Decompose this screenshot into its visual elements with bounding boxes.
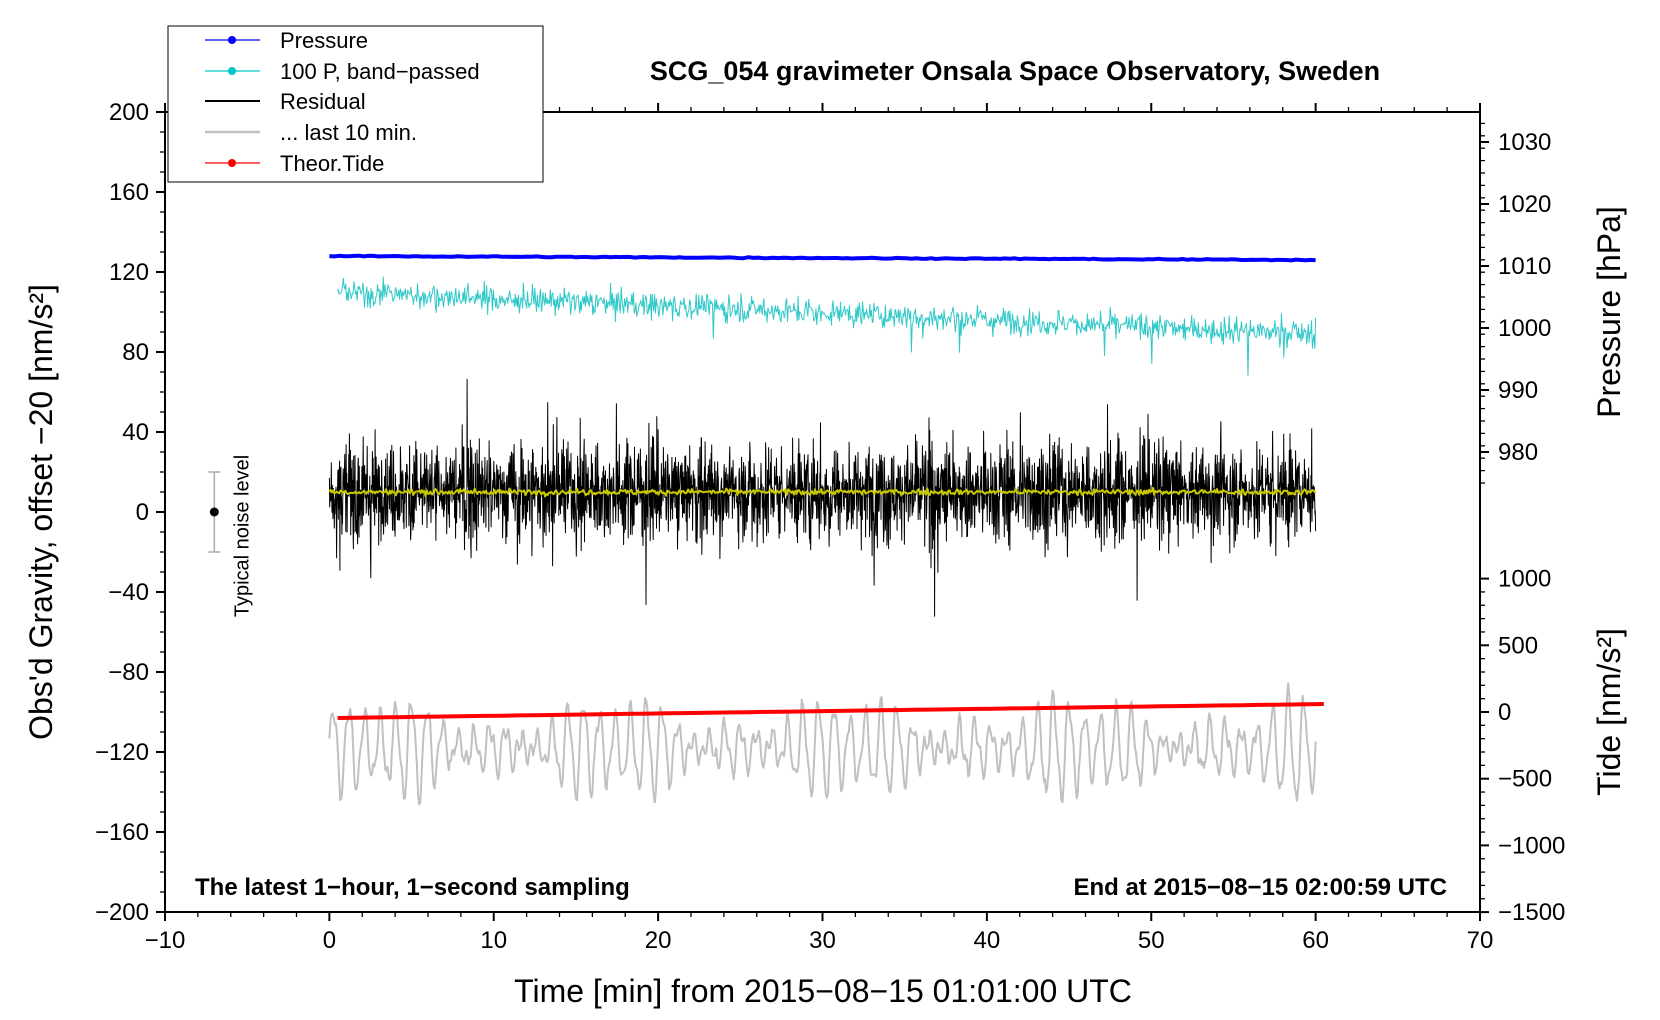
y-tick-label: −160	[95, 819, 149, 846]
pressure-tick-label: 980	[1498, 439, 1538, 466]
y-axis-tide: 1000 500 0 −500 −1000 −1500	[1480, 566, 1565, 926]
legend-box	[167, 25, 544, 183]
x-tick-label: 70	[1467, 927, 1494, 954]
tide-tick-label: −500	[1498, 766, 1552, 793]
y-tick-label: 160	[109, 179, 149, 206]
legend-item-last-10-min: ... last 10 min.	[205, 120, 417, 145]
series-band-passed	[337, 276, 1317, 376]
y-tick-label: 0	[136, 499, 149, 526]
series-last-10-min	[328, 682, 1317, 806]
pressure-tick-label: 990	[1498, 377, 1538, 404]
y-tick-label: −200	[95, 899, 149, 926]
tide-tick-label: 500	[1498, 632, 1538, 659]
x-tick-label: 60	[1302, 927, 1329, 954]
series-pressure	[329, 253, 1316, 263]
y-axis-pressure-title: Pressure [hPa]	[1591, 206, 1627, 418]
y-axis-pressure: 1030 1020 1010 1000 990 980	[1480, 122, 1551, 484]
pressure-tick-label: 1010	[1498, 253, 1551, 280]
noise-bar: Typical noise level	[208, 455, 253, 617]
legend-marker-pressure	[228, 36, 236, 44]
legend-marker-band-passed	[228, 67, 236, 75]
tide-tick-label: −1000	[1498, 832, 1565, 859]
x-tick-label: 10	[480, 927, 507, 954]
legend-label-last-10-min: ... last 10 min.	[280, 120, 417, 145]
y-tick-label: 40	[122, 419, 149, 446]
legend-label-pressure: Pressure	[280, 28, 368, 53]
tide-tick-label: 1000	[1498, 566, 1551, 593]
tide-tick-label: 0	[1498, 699, 1511, 726]
y-axis-left: 200 160 120 80 40 0 −40 −80 −120 −160 −200	[95, 99, 165, 926]
series-theor-tide	[337, 702, 1324, 720]
y-tick-label: −40	[108, 579, 149, 606]
legend-label-residual: Residual	[280, 89, 366, 114]
y-tick-label: −120	[95, 739, 149, 766]
legend-marker-theor-tide	[228, 159, 236, 167]
x-tick-label: −10	[145, 927, 186, 954]
y-tick-label: 80	[122, 339, 149, 366]
series-residual-smoothed	[328, 486, 1317, 498]
pressure-tick-label: 1000	[1498, 315, 1551, 342]
noise-bar-label: Typical noise level	[231, 455, 253, 617]
x-axis: −10 0 10 20 30 40 50 60 70	[145, 103, 1494, 954]
y-tick-label: 120	[109, 259, 149, 286]
x-tick-label: 30	[809, 927, 836, 954]
x-tick-label: 20	[645, 927, 672, 954]
legend-item-pressure: Pressure	[205, 28, 368, 53]
tide-tick-label: −1500	[1498, 899, 1565, 926]
footer-right: End at 2015−08−15 02:00:59 UTC	[1073, 874, 1447, 901]
legend-label-theor-tide: Theor.Tide	[280, 151, 384, 176]
legend: Pressure 100 P, band−passed Residual ...…	[167, 25, 544, 183]
series-residual	[328, 378, 1317, 617]
series-layer	[328, 253, 1324, 806]
y-tick-label: −80	[108, 659, 149, 686]
x-tick-label: 0	[323, 927, 336, 954]
legend-item-theor-tide: Theor.Tide	[205, 151, 384, 176]
pressure-tick-label: 1020	[1498, 191, 1551, 218]
chart-title: SCG_054 gravimeter Onsala Space Observat…	[650, 56, 1380, 86]
x-tick-label: 50	[1138, 927, 1165, 954]
y-axis-tide-title: Tide [nm/s²]	[1591, 628, 1627, 796]
footer-left: The latest 1−hour, 1−second sampling	[195, 874, 630, 901]
x-tick-label: 40	[974, 927, 1001, 954]
pressure-tick-label: 1030	[1498, 129, 1551, 156]
y-tick-label: 200	[109, 99, 149, 126]
x-axis-title: Time [min] from 2015−08−15 01:01:00 UTC	[514, 973, 1132, 1009]
y-axis-left-title: Obs'd Gravity, offset −20 [nm/s²]	[23, 284, 59, 740]
noise-bar-point	[209, 507, 219, 517]
legend-item-band-passed: 100 P, band−passed	[205, 59, 480, 84]
legend-label-band-passed: 100 P, band−passed	[280, 59, 480, 84]
legend-item-residual: Residual	[205, 89, 366, 114]
